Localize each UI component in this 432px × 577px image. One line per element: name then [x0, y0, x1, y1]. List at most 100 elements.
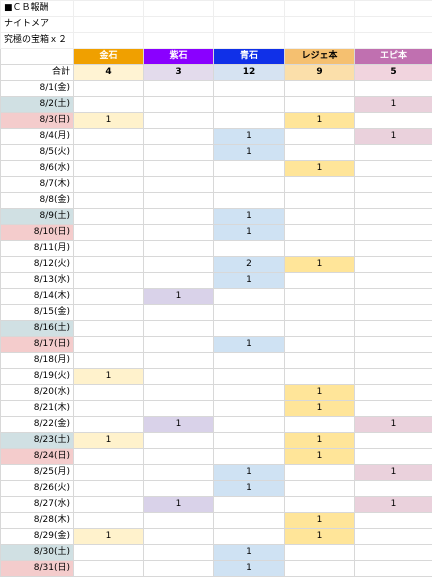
value-cell[interactable]: 1	[285, 529, 355, 545]
value-cell[interactable]	[74, 273, 144, 289]
column-header[interactable]: 紫石	[144, 49, 214, 65]
value-cell[interactable]	[285, 545, 355, 561]
value-cell[interactable]	[74, 481, 144, 497]
value-cell[interactable]	[214, 177, 285, 193]
value-cell[interactable]	[74, 337, 144, 353]
value-cell[interactable]	[144, 433, 214, 449]
empty-cell[interactable]	[74, 17, 144, 33]
value-cell[interactable]: 1	[355, 129, 432, 145]
value-cell[interactable]	[144, 257, 214, 273]
value-cell[interactable]	[144, 225, 214, 241]
empty-cell[interactable]	[214, 17, 285, 33]
value-cell[interactable]	[285, 273, 355, 289]
value-cell[interactable]	[285, 465, 355, 481]
value-cell[interactable]	[74, 129, 144, 145]
value-cell[interactable]	[214, 289, 285, 305]
value-cell[interactable]	[214, 529, 285, 545]
value-cell[interactable]: 1	[355, 465, 432, 481]
sheet-title-line[interactable]: 究極の宝箱ｘ２	[1, 33, 74, 49]
corner-cell[interactable]	[1, 49, 74, 65]
value-cell[interactable]	[74, 305, 144, 321]
date-cell[interactable]: 8/12(火)	[1, 257, 74, 273]
value-cell[interactable]: 1	[214, 545, 285, 561]
date-cell[interactable]: 8/10(日)	[1, 225, 74, 241]
value-cell[interactable]	[74, 417, 144, 433]
value-cell[interactable]: 1	[285, 513, 355, 529]
value-cell[interactable]: 1	[214, 145, 285, 161]
value-cell[interactable]	[285, 561, 355, 577]
value-cell[interactable]	[144, 209, 214, 225]
empty-cell[interactable]	[74, 33, 144, 49]
value-cell[interactable]	[214, 97, 285, 113]
value-cell[interactable]: 1	[285, 257, 355, 273]
date-cell[interactable]: 8/25(月)	[1, 465, 74, 481]
date-cell[interactable]: 8/8(金)	[1, 193, 74, 209]
value-cell[interactable]	[74, 177, 144, 193]
column-total[interactable]: 12	[214, 65, 285, 81]
date-cell[interactable]: 8/17(日)	[1, 337, 74, 353]
value-cell[interactable]	[74, 449, 144, 465]
value-cell[interactable]: 1	[144, 289, 214, 305]
value-cell[interactable]	[144, 321, 214, 337]
value-cell[interactable]	[355, 145, 432, 161]
value-cell[interactable]: 1	[355, 417, 432, 433]
column-header[interactable]: レジェ本	[285, 49, 355, 65]
value-cell[interactable]	[355, 449, 432, 465]
value-cell[interactable]	[285, 497, 355, 513]
value-cell[interactable]	[214, 113, 285, 129]
column-header[interactable]: 青石	[214, 49, 285, 65]
value-cell[interactable]	[74, 241, 144, 257]
value-cell[interactable]	[285, 481, 355, 497]
value-cell[interactable]	[355, 241, 432, 257]
empty-cell[interactable]	[214, 33, 285, 49]
date-cell[interactable]: 8/1(金)	[1, 81, 74, 97]
date-cell[interactable]: 8/6(水)	[1, 161, 74, 177]
value-cell[interactable]: 1	[74, 369, 144, 385]
value-cell[interactable]	[74, 289, 144, 305]
value-cell[interactable]: 1	[214, 337, 285, 353]
value-cell[interactable]	[144, 545, 214, 561]
value-cell[interactable]	[74, 161, 144, 177]
value-cell[interactable]: 1	[214, 129, 285, 145]
date-cell[interactable]: 8/14(木)	[1, 289, 74, 305]
value-cell[interactable]	[355, 273, 432, 289]
empty-cell[interactable]	[285, 17, 355, 33]
date-cell[interactable]: 8/30(土)	[1, 545, 74, 561]
empty-cell[interactable]	[355, 17, 432, 33]
date-cell[interactable]: 8/16(土)	[1, 321, 74, 337]
value-cell[interactable]	[355, 81, 432, 97]
empty-cell[interactable]	[355, 1, 432, 17]
value-cell[interactable]: 1	[355, 97, 432, 113]
value-cell[interactable]	[285, 209, 355, 225]
value-cell[interactable]	[74, 497, 144, 513]
value-cell[interactable]	[74, 545, 144, 561]
value-cell[interactable]	[355, 481, 432, 497]
value-cell[interactable]	[144, 81, 214, 97]
value-cell[interactable]	[355, 385, 432, 401]
value-cell[interactable]	[74, 145, 144, 161]
value-cell[interactable]	[214, 417, 285, 433]
value-cell[interactable]	[144, 145, 214, 161]
column-header[interactable]: エピ本	[355, 49, 432, 65]
value-cell[interactable]	[214, 385, 285, 401]
value-cell[interactable]	[74, 561, 144, 577]
value-cell[interactable]	[144, 353, 214, 369]
value-cell[interactable]	[355, 337, 432, 353]
empty-cell[interactable]	[144, 33, 214, 49]
value-cell[interactable]	[144, 241, 214, 257]
value-cell[interactable]: 1	[74, 529, 144, 545]
value-cell[interactable]	[144, 529, 214, 545]
value-cell[interactable]	[74, 353, 144, 369]
date-cell[interactable]: 8/4(月)	[1, 129, 74, 145]
value-cell[interactable]	[285, 241, 355, 257]
value-cell[interactable]	[144, 129, 214, 145]
value-cell[interactable]	[144, 177, 214, 193]
column-header[interactable]: 金石	[74, 49, 144, 65]
value-cell[interactable]	[74, 465, 144, 481]
date-cell[interactable]: 8/24(日)	[1, 449, 74, 465]
value-cell[interactable]	[144, 193, 214, 209]
value-cell[interactable]	[74, 513, 144, 529]
value-cell[interactable]	[144, 513, 214, 529]
value-cell[interactable]	[74, 193, 144, 209]
value-cell[interactable]	[214, 497, 285, 513]
